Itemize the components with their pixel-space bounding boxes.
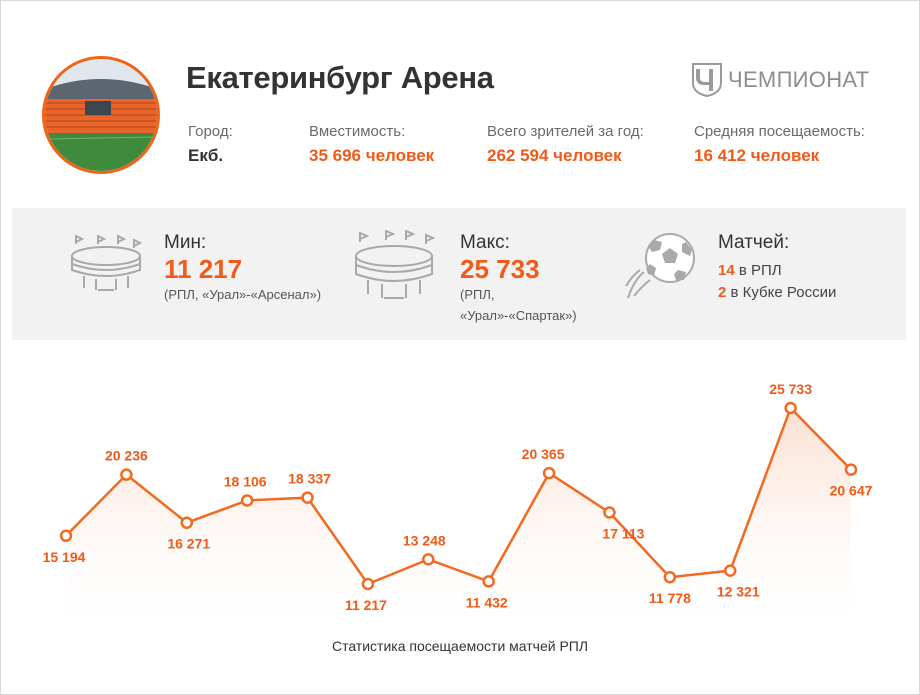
chart-data-label: 11 432	[466, 594, 508, 610]
min-label: Мин:	[164, 232, 207, 253]
chart-data-label: 11 778	[649, 590, 691, 606]
chart-point	[301, 491, 314, 504]
header-panel: Екатеринбург Арена ЧЕМПИОНАТ Город: Екб.…	[16, 16, 904, 208]
chart-data-label: 17 113	[602, 526, 644, 542]
max-attendance: Макс: 25 733 (РПЛ, «Урал»-«Спартак»)	[460, 232, 577, 326]
chart-point	[844, 463, 858, 476]
stat-average-attendance: Средняя посещаемость: 16 412 человек	[694, 123, 865, 167]
max-label: Макс:	[460, 232, 510, 253]
page-title: Екатеринбург Арена	[186, 60, 494, 95]
min-note: (РПЛ, «Урал»-«Арсенал»)	[164, 287, 322, 302]
chart-point	[120, 468, 133, 481]
chart-data-label: 15 194	[43, 549, 86, 565]
stat-total-viewers-label: Всего зрителей за год:	[487, 123, 644, 140]
chart-area-fill	[66, 408, 851, 640]
chart-data-label: 25 733	[769, 381, 812, 397]
max-note-line1: (РПЛ,	[460, 287, 495, 302]
chart-data-label: 18 106	[224, 473, 267, 489]
stat-capacity: Вместимость: 35 696 человек	[309, 123, 434, 167]
chart-data-label: 13 248	[403, 532, 446, 548]
chart-point	[784, 401, 797, 415]
matches-cup-text: в Кубке России	[726, 284, 837, 301]
chart-data-label: 11 217	[345, 597, 387, 613]
chart-point	[59, 529, 73, 543]
summary-band: Мин: 11 217 (РПЛ, «Урал»-«Арсенал») Макс…	[12, 208, 906, 340]
min-attendance: Мин: 11 217 (РПЛ, «Урал»-«Арсенал»)	[164, 232, 321, 305]
stadium-large-icon	[355, 230, 436, 299]
chart-point	[180, 516, 194, 529]
chart-point	[482, 575, 495, 588]
stat-total-viewers: Всего зрителей за год: 262 594 человек	[487, 123, 644, 167]
matches-rpl: 14 в РПЛ	[718, 260, 836, 282]
chart-data-label: 20 365	[522, 446, 565, 462]
matches-count: Матчей: 14 в РПЛ 2 в Кубке России	[718, 232, 836, 304]
chart-point	[422, 553, 435, 566]
stat-capacity-value: 35 696 человек	[309, 146, 435, 165]
stat-capacity-label: Вместимость:	[309, 123, 406, 140]
stat-total-viewers-value: 262 594 человек	[487, 146, 622, 165]
chart-point	[361, 577, 375, 591]
min-value: 11 217	[164, 254, 243, 284]
matches-rpl-count: 14	[718, 262, 735, 279]
stat-city-label: Город:	[188, 123, 233, 140]
chart-point	[663, 570, 677, 584]
stat-average-label: Средняя посещаемость:	[694, 123, 865, 140]
stat-average-value: 16 412 человек	[694, 146, 820, 165]
chart-title: Статистика посещаемости матчей РПЛ	[331, 638, 589, 654]
chart-data-label: 20 236	[105, 448, 148, 464]
max-value: 25 733	[460, 254, 540, 284]
matches-label: Матчей:	[718, 232, 790, 253]
soccer-ball-icon	[625, 233, 695, 299]
chart-data-label: 12 321	[717, 584, 760, 600]
chart-data-label: 20 647	[830, 483, 873, 499]
stat-city-value: Екб.	[188, 146, 224, 165]
stadium-photo	[42, 56, 160, 174]
chart-point	[542, 466, 556, 480]
matches-cup-count: 2	[718, 284, 727, 301]
chempionat-logo-icon	[692, 63, 722, 97]
chart-data-label: 18 337	[288, 471, 331, 487]
stat-city: Город: Екб.	[188, 123, 233, 167]
chart-point	[240, 494, 254, 507]
chart-series-line	[65, 406, 852, 586]
chempionat-logo: ЧЕМПИОНАТ	[692, 62, 869, 98]
chart-point	[723, 564, 737, 577]
stadium-icon	[71, 234, 143, 291]
matches-rpl-text: в РПЛ	[734, 262, 782, 279]
logo-text: ЧЕМПИОНАТ	[728, 67, 870, 92]
max-note-line2: «Урал»-«Спартак»)	[460, 308, 577, 323]
chart-data-label: 16 271	[167, 536, 210, 552]
matches-cup: 2 в Кубке России	[718, 282, 836, 304]
attendance-line-chart: 15 194 20 236 16 271 18 106 18 337 11 217 13 2…	[43, 381, 873, 640]
chart-point	[603, 506, 616, 519]
